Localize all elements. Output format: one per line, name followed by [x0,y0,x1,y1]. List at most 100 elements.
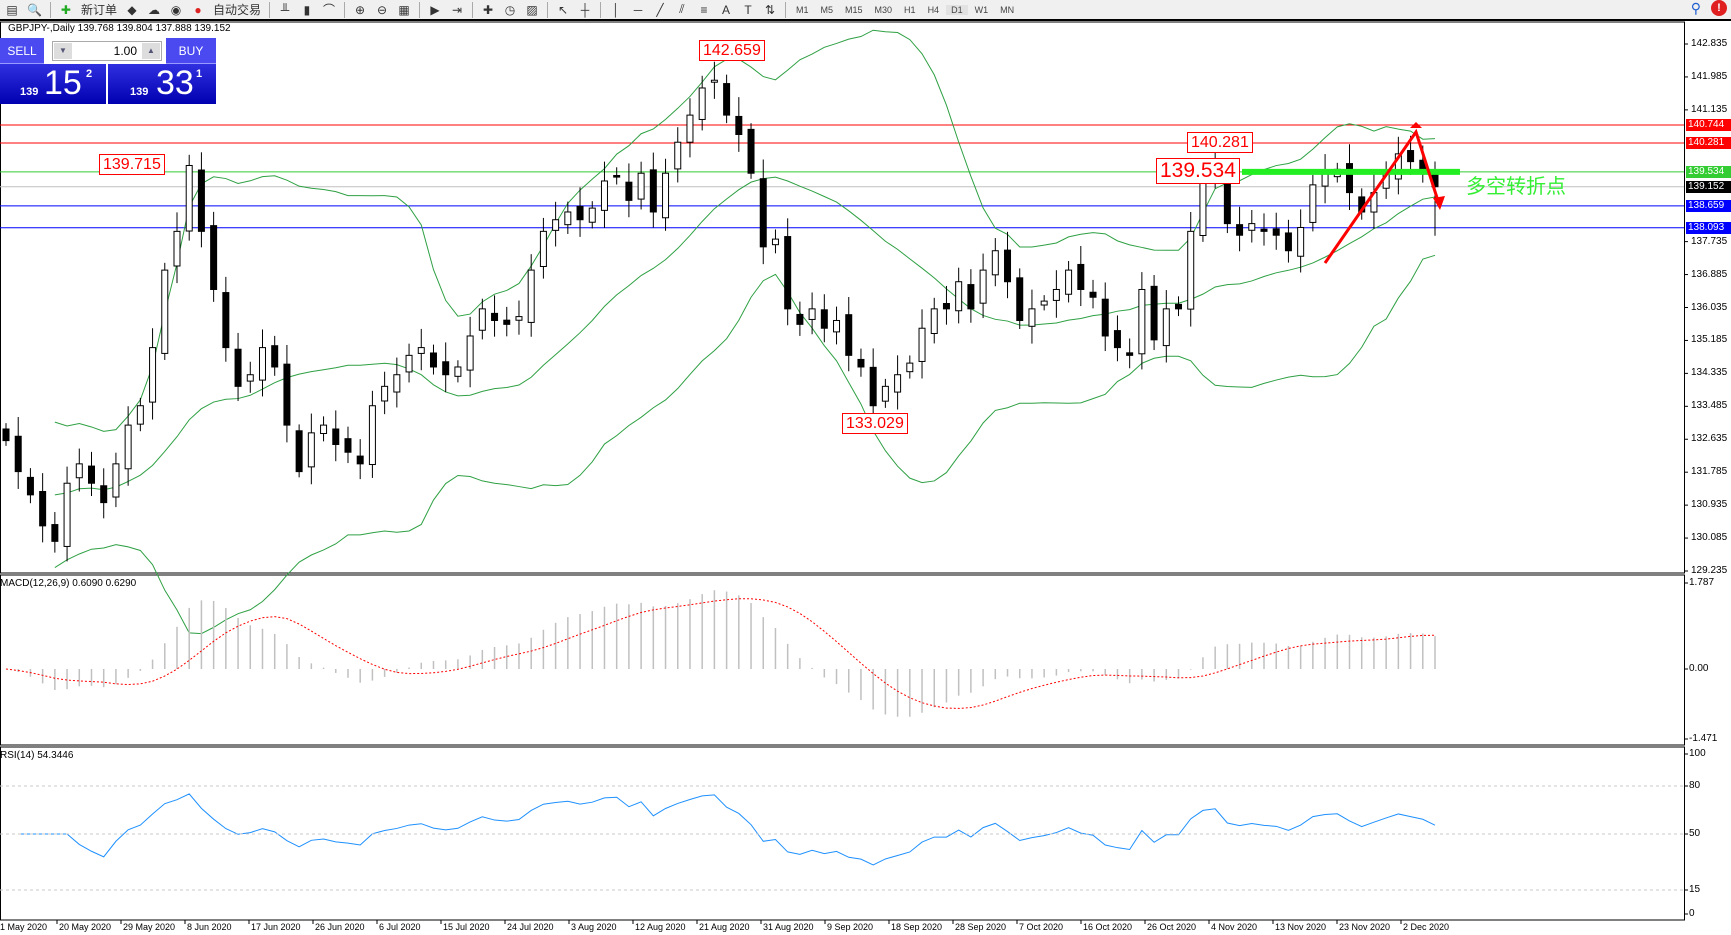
text-icon[interactable]: A [721,2,730,17]
level-price-box: 139.152 [1686,180,1731,193]
market-icon[interactable]: ☁ [147,2,160,17]
timeframe-h1[interactable]: H1 [904,4,916,15]
candle [1138,272,1146,370]
zoom-out-icon[interactable]: ⊖ [376,2,388,17]
lot-value[interactable]: 1.00 [113,44,137,58]
signal-icon[interactable]: ◉ [170,2,182,17]
candle [894,355,902,410]
experts-icon[interactable]: ◆ [127,2,137,17]
timeframe-m5[interactable]: M5 [820,4,834,15]
bear-candle-body [1004,249,1012,283]
bear-candle-body [356,455,364,465]
bear-candle-body [723,83,731,116]
candle [881,378,889,408]
horizontal-line-icon[interactable]: ─ [633,2,643,17]
zoom-in-icon[interactable]: ⊕ [354,2,366,17]
new-order-button[interactable]: 新订单 [80,3,117,17]
buy-price[interactable]: 139 33 1 [108,64,216,104]
bull-candle-body [258,347,266,381]
timeframe-m15[interactable]: M15 [845,4,863,15]
candle [918,309,926,379]
timeframe-m1[interactable]: M1 [795,4,809,15]
toolbar-separator [49,1,51,18]
bear-candle-body [503,319,511,325]
rsi-tick-label: 15 [1689,884,1701,895]
timeframe-w1[interactable]: W1 [974,4,989,15]
templates-icon[interactable]: ▨ [526,2,538,17]
search-icon[interactable]: ⚲ [1690,0,1701,16]
price-tick-label: 137.735 [1691,235,1728,247]
candle-chart-icon[interactable]: ▮ [303,2,311,17]
candle [759,159,767,265]
lot-size-input[interactable]: ▼ 1.00 ▲ [52,41,162,61]
candle [662,158,670,231]
cursor-icon[interactable]: ↖ [557,2,569,17]
date-label: 26 Oct 2020 [1147,922,1197,932]
bar-chart-icon[interactable]: ╨ [280,2,290,17]
notification-icon[interactable]: ! [1711,0,1727,16]
candle [1284,219,1292,263]
candle [124,406,132,486]
candle [197,152,205,248]
main-pane-frame [0,21,1685,574]
candle [100,468,108,519]
trendline-icon[interactable]: ╱ [656,2,664,17]
bull-candle-body [833,319,841,333]
zoom-window-icon[interactable]: 🔍 [27,2,42,17]
candle [1187,211,1195,327]
candle [14,417,22,489]
candle [808,292,816,335]
sell-button[interactable]: SELL [0,38,44,64]
auto-trading-button[interactable]: 自动交易 [212,3,261,17]
candle [515,300,523,335]
chart-shift-icon[interactable]: ⇥ [451,2,463,17]
candle [991,238,999,287]
candle [539,217,547,279]
candle [1297,209,1305,273]
timeframe-d1[interactable]: D1 [946,4,968,15]
text-label-icon[interactable]: T [744,2,752,17]
candle [906,355,914,379]
lot-increase-icon[interactable]: ▲ [142,43,160,59]
bear-candle-body [283,363,291,426]
rsi-line [18,793,1436,866]
arrows-icon[interactable]: ⇅ [764,2,776,17]
timeframe-mn[interactable]: MN [1000,4,1015,15]
crosshair-icon[interactable]: ┼ [580,2,590,17]
date-label: 31 Aug 2020 [763,922,814,932]
bull-candle-body [1052,288,1060,301]
timeframe-m30[interactable]: M30 [874,4,893,15]
candle [955,267,963,324]
bull-candle-body [552,219,560,231]
candle [1113,315,1121,362]
candle [63,466,71,562]
candle [1089,279,1097,309]
fibonacci-icon[interactable]: ≡ [700,2,708,17]
lot-decrease-icon[interactable]: ▼ [54,43,72,59]
new-order-icon[interactable]: ✚ [60,2,71,17]
autoscroll-icon[interactable]: ▶ [430,2,440,17]
tile-icon[interactable]: ▦ [398,2,410,17]
candle [552,201,560,247]
profiles-icon[interactable]: ▤ [6,2,18,17]
candle [26,468,34,504]
line-chart-icon[interactable]: ⌒ [322,3,335,17]
candle [1040,295,1048,311]
buy-button[interactable]: BUY [166,38,216,64]
timeframe-h4[interactable]: H4 [927,4,940,15]
sell-price[interactable]: 139 15 2 [0,64,106,104]
bull-candle-body [1297,226,1305,257]
rsi-tick-label: 0 [1689,908,1695,919]
candle [833,306,841,345]
periods-icon[interactable]: ◷ [504,2,516,17]
auto-trading-icon[interactable]: ● [194,2,202,17]
equidistant-channel-icon[interactable]: ⫽ [679,2,685,16]
indicators-icon[interactable]: ✚ [482,2,494,17]
vertical-line-icon[interactable]: │ [612,2,620,17]
bear-candle-body [1284,232,1292,252]
candle [1065,261,1073,303]
low-price-label: 133.029 [842,413,908,434]
candle [1162,290,1170,363]
candle [576,187,584,237]
